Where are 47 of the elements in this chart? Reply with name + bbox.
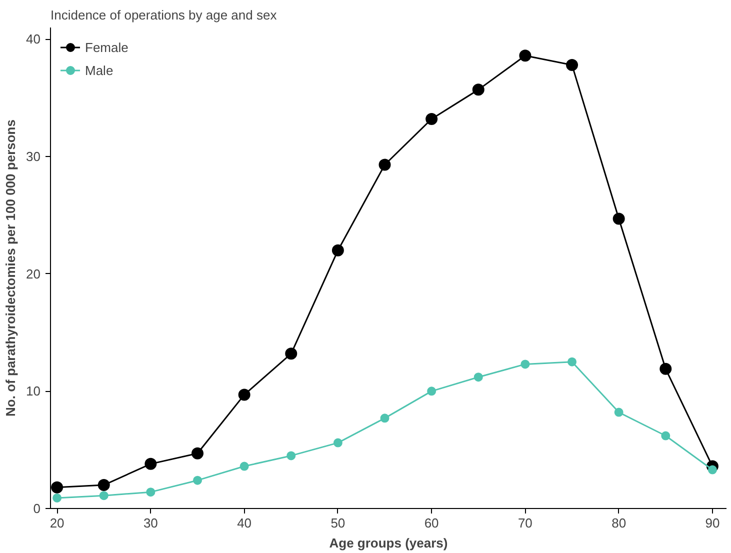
point: [614, 408, 624, 417]
point: [426, 113, 438, 125]
point: [566, 59, 578, 72]
point: [146, 488, 156, 497]
y-tick-label: 20: [26, 266, 41, 282]
x-tick-label: 60: [424, 516, 439, 530]
point: [612, 212, 625, 225]
point: [661, 431, 670, 440]
chart-title: Incidence of operations by age and sex: [50, 8, 278, 22]
point: [192, 476, 202, 485]
legend-label: Female: [85, 40, 128, 54]
point: [568, 357, 577, 366]
point: [240, 462, 249, 471]
point: [519, 50, 532, 62]
point: [333, 438, 342, 448]
y-axis-title: No. of parathyroidectomies per 100 000 persons: [3, 120, 18, 416]
point: [472, 84, 484, 96]
point: [144, 458, 157, 470]
point: [99, 491, 108, 500]
point: [238, 388, 250, 401]
y-tick-label: 40: [26, 32, 41, 47]
x-tick-label: 40: [237, 516, 252, 530]
point: [378, 158, 391, 171]
point: [380, 414, 390, 423]
point: [286, 451, 296, 460]
legend-label: Male: [85, 62, 114, 78]
point: [98, 479, 110, 492]
point: [51, 481, 64, 494]
x-tick-label: 80: [612, 516, 626, 530]
point: [427, 386, 436, 396]
x-axis-title: Age groups (years): [329, 536, 448, 550]
point: [285, 348, 298, 360]
y-tick-label: 30: [26, 149, 41, 164]
point: [332, 244, 344, 256]
x-tick-label: 70: [518, 516, 532, 530]
y-tick-label: 0: [33, 501, 41, 516]
point: [520, 360, 530, 369]
x-tick-label: 50: [330, 516, 346, 530]
y-tick-label: 10: [26, 384, 41, 399]
point: [474, 372, 483, 382]
x-tick-label: 30: [143, 516, 158, 530]
x-tick-label: 20: [50, 516, 64, 530]
point: [52, 493, 62, 502]
point: [708, 465, 717, 474]
point: [191, 447, 204, 460]
x-tick-label: 90: [705, 516, 720, 530]
point: [660, 362, 672, 375]
